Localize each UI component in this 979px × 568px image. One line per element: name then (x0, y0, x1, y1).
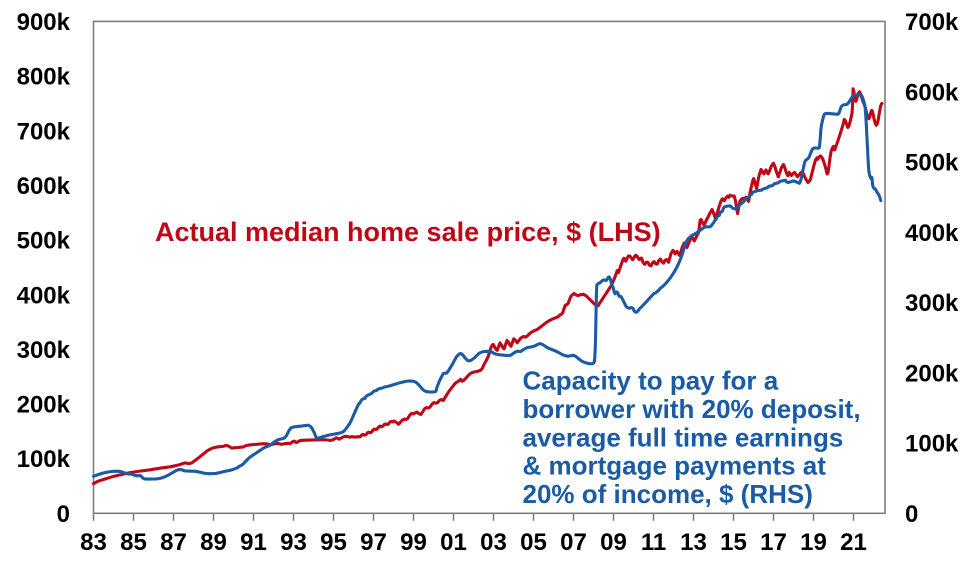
svg-text:15: 15 (720, 529, 747, 556)
svg-text:400k: 400k (905, 220, 959, 247)
svg-text:200k: 200k (17, 392, 71, 419)
svg-text:600k: 600k (905, 79, 959, 106)
svg-text:11: 11 (641, 529, 666, 556)
svg-text:05: 05 (520, 529, 547, 556)
svg-text:500k: 500k (17, 228, 71, 255)
svg-text:Capacity to pay for a: Capacity to pay for a (523, 366, 779, 396)
svg-text:21: 21 (840, 529, 867, 556)
svg-text:& mortgage payments at: & mortgage payments at (523, 451, 827, 481)
svg-text:93: 93 (280, 529, 307, 556)
svg-text:89: 89 (200, 529, 227, 556)
svg-text:700k: 700k (17, 118, 71, 145)
svg-text:100k: 100k (17, 446, 71, 473)
svg-text:200k: 200k (905, 360, 959, 387)
svg-text:700k: 700k (905, 9, 959, 36)
svg-text:100k: 100k (905, 431, 959, 458)
svg-text:03: 03 (480, 529, 507, 556)
svg-text:0: 0 (905, 501, 918, 528)
svg-text:87: 87 (160, 529, 187, 556)
svg-text:400k: 400k (17, 282, 71, 309)
svg-text:91: 91 (240, 529, 267, 556)
svg-text:300k: 300k (17, 337, 71, 364)
svg-text:17: 17 (760, 529, 787, 556)
svg-text:600k: 600k (17, 173, 71, 200)
svg-text:19: 19 (800, 529, 827, 556)
svg-text:borrower with 20% deposit,: borrower with 20% deposit, (523, 394, 861, 424)
svg-text:07: 07 (560, 529, 587, 556)
svg-text:0: 0 (57, 501, 70, 528)
svg-text:95: 95 (320, 529, 347, 556)
svg-text:13: 13 (680, 529, 707, 556)
svg-text:09: 09 (600, 529, 627, 556)
svg-text:85: 85 (120, 529, 147, 556)
svg-text:83: 83 (80, 529, 107, 556)
svg-text:99: 99 (400, 529, 427, 556)
svg-text:500k: 500k (905, 150, 959, 177)
svg-text:300k: 300k (905, 290, 959, 317)
svg-text:800k: 800k (17, 64, 71, 91)
svg-text:01: 01 (440, 529, 467, 556)
svg-text:97: 97 (360, 529, 387, 556)
svg-text:Actual median home sale price,: Actual median home sale price, $ (LHS) (155, 217, 661, 247)
svg-text:20% of income, $ (RHS): 20% of income, $ (RHS) (523, 479, 813, 509)
svg-text:900k: 900k (17, 9, 71, 36)
svg-text:average full time earnings: average full time earnings (523, 422, 844, 452)
